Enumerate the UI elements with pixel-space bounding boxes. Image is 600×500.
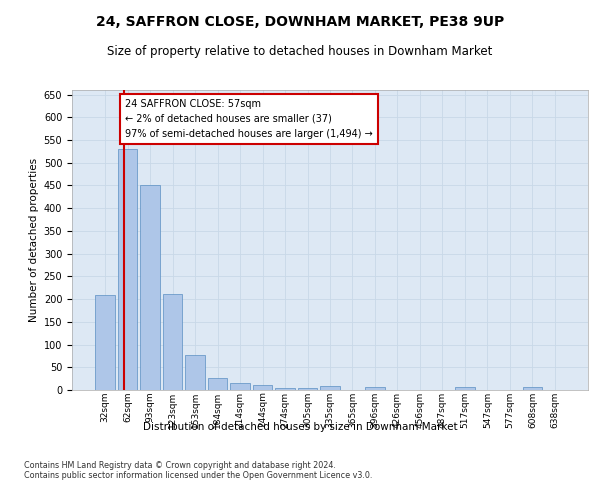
Text: Contains HM Land Registry data © Crown copyright and database right 2024.: Contains HM Land Registry data © Crown c…	[24, 460, 336, 469]
Bar	[230, 383, 250, 390]
Bar	[95, 295, 115, 390]
Y-axis label: Number of detached properties: Number of detached properties	[29, 158, 40, 322]
Text: Distribution of detached houses by size in Downham Market: Distribution of detached houses by size …	[143, 422, 457, 432]
Text: Contains public sector information licensed under the Open Government Licence v3: Contains public sector information licen…	[24, 470, 373, 480]
Text: 24, SAFFRON CLOSE, DOWNHAM MARKET, PE38 9UP: 24, SAFFRON CLOSE, DOWNHAM MARKET, PE38 …	[96, 15, 504, 29]
Bar	[118, 149, 137, 390]
Text: 24 SAFFRON CLOSE: 57sqm
← 2% of detached houses are smaller (37)
97% of semi-det: 24 SAFFRON CLOSE: 57sqm ← 2% of detached…	[125, 99, 373, 138]
Bar	[523, 388, 542, 390]
Bar	[320, 386, 340, 390]
Bar	[455, 387, 475, 390]
Bar	[298, 388, 317, 390]
Bar	[140, 186, 160, 390]
Bar	[275, 388, 295, 390]
Bar	[365, 388, 385, 390]
Bar	[185, 354, 205, 390]
Text: Size of property relative to detached houses in Downham Market: Size of property relative to detached ho…	[107, 45, 493, 58]
Bar	[208, 378, 227, 390]
Bar	[163, 294, 182, 390]
Bar	[253, 384, 272, 390]
